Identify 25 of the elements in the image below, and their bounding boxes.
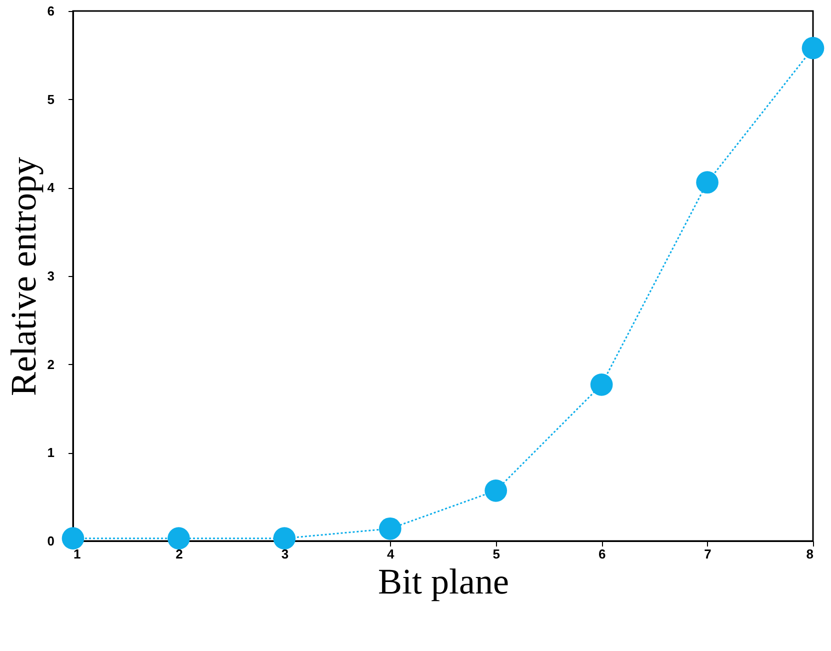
x-tick-label: 8 <box>806 546 814 562</box>
point <box>378 517 402 540</box>
y-tick-label: 6 <box>47 4 54 18</box>
x-tick-label: 3 <box>281 546 289 562</box>
point <box>484 479 508 502</box>
point <box>168 527 190 550</box>
y-tick-label: 0 <box>47 534 54 548</box>
x-tick-label: 1 <box>74 546 81 562</box>
point <box>273 527 296 550</box>
x-tick-label: 5 <box>492 546 500 562</box>
x-tick-label: 7 <box>704 546 712 562</box>
y-tick-label: 2 <box>47 356 54 372</box>
y-tick-label: 5 <box>47 92 54 107</box>
x-tick-label: 4 <box>387 546 396 562</box>
x-tick-label: 2 <box>176 546 183 562</box>
x-axis-title: Bit plane <box>378 562 509 602</box>
y-axis-title: Relative entropy <box>3 157 44 396</box>
x-tick-label: 6 <box>598 546 606 562</box>
point <box>802 36 824 60</box>
y-tick-label: 4 <box>47 180 56 196</box>
y-tick-label: 3 <box>47 268 54 284</box>
point <box>590 373 613 396</box>
point <box>696 171 718 194</box>
y-tick-label: 1 <box>47 445 54 460</box>
point <box>62 527 84 550</box>
